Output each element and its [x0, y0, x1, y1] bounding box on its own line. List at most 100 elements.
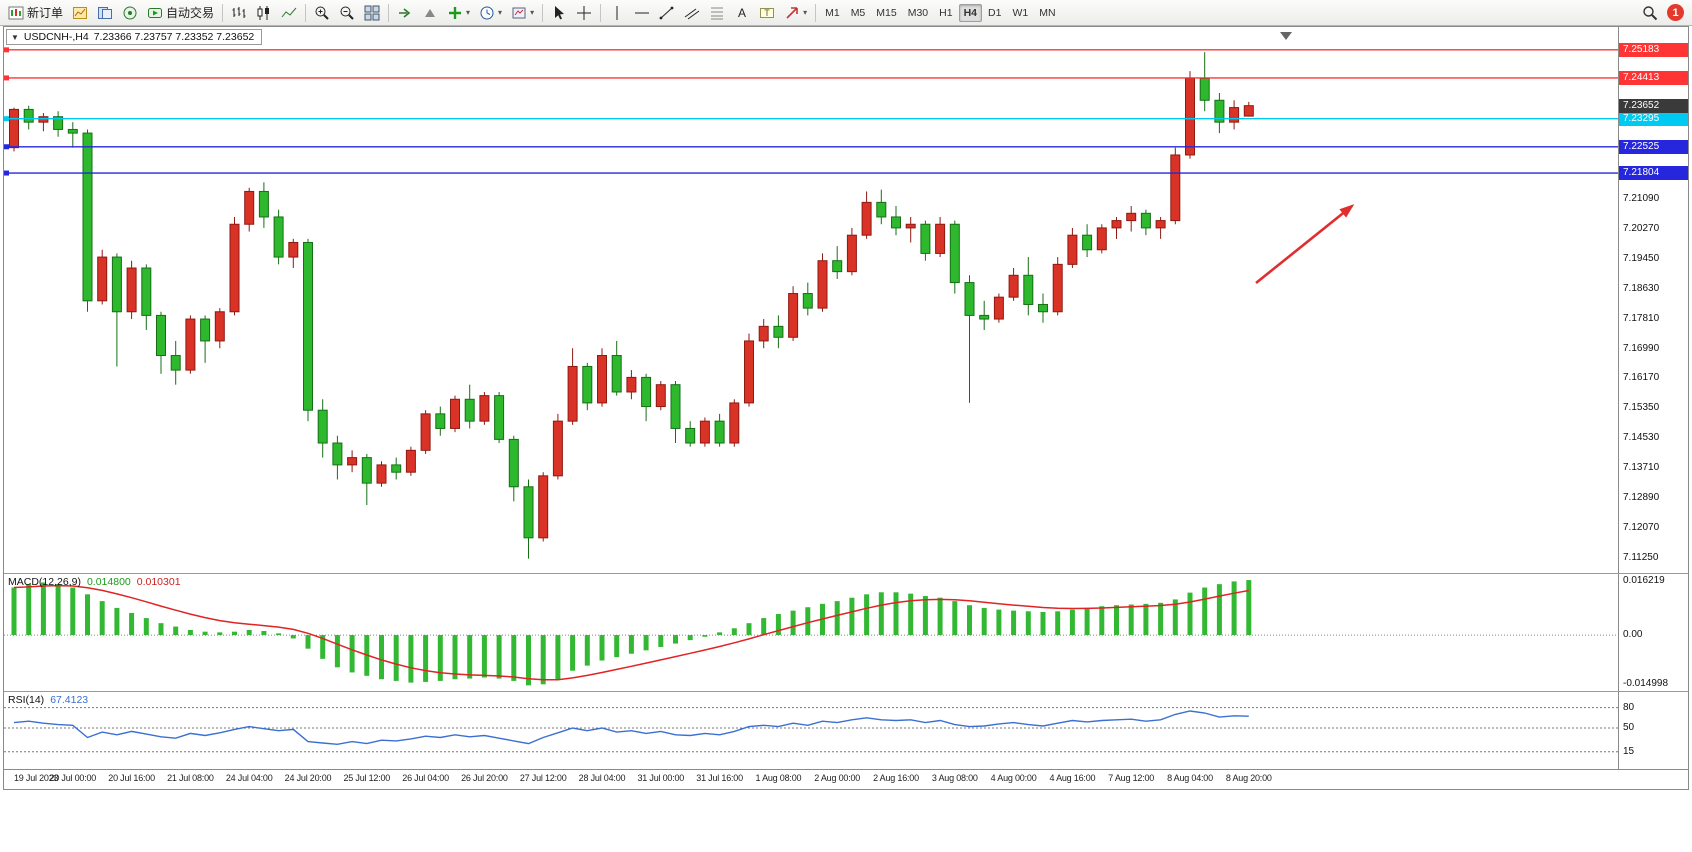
- toolbar-button-tile-windows[interactable]: [360, 3, 384, 23]
- price-axis[interactable]: 7.25183 7.24413 7.23295 7.22525 7.21804 7.210…: [1618, 27, 1688, 573]
- market-watch-icon: [122, 5, 138, 21]
- toolbar-button-fibonacci-retracement[interactable]: [705, 3, 729, 23]
- timeframe-M1[interactable]: M1: [825, 6, 840, 19]
- bar-chart-icon: [231, 5, 247, 21]
- macd-signal-line: [13, 584, 1249, 681]
- chart-area: 7.25183 7.24413 7.23295 7.22525 7.21804 7.210…: [3, 26, 1689, 790]
- toolbar-button-candlestick-chart[interactable]: [252, 3, 276, 23]
- price-tick-label: 7.16170: [1623, 372, 1660, 384]
- zoom-in-icon: [314, 5, 330, 21]
- toolbar-button-text-label[interactable]: T: [755, 3, 779, 23]
- rsi-label: RSI(14) 67.4123: [8, 694, 88, 706]
- toolbar-button-templates[interactable]: ▾: [507, 3, 538, 23]
- toolbar-button-profiles[interactable]: [93, 3, 117, 23]
- macd-axis-label: 0.016219: [1623, 575, 1665, 586]
- symbol-period-label: USDCNH-,H4: [23, 31, 89, 43]
- timeframe-W1[interactable]: W1: [1012, 6, 1029, 19]
- timeframe-MN[interactable]: MN: [1039, 6, 1056, 19]
- time-axis-label: 24 Jul 20:00: [284, 773, 332, 783]
- macd-pane[interactable]: 0.016219 0.00 -0.014998 MACD(12,26,9) 0.01…: [4, 573, 1688, 691]
- toolbar-button-equidistant-channel[interactable]: [680, 3, 704, 23]
- rsi-axis[interactable]: 80 50 15: [1618, 692, 1688, 769]
- chevron-down-icon[interactable]: ▾: [803, 8, 808, 17]
- toolbar-button-line-chart[interactable]: [277, 3, 301, 23]
- timeframe-D1[interactable]: D1: [988, 6, 1002, 19]
- time-axis-label: 25 Jul 12:00: [343, 773, 391, 783]
- toolbar-button-autotrading[interactable]: 自动交易: [143, 3, 218, 23]
- main-chart-pane[interactable]: 7.25183 7.24413 7.23295 7.22525 7.21804 7.210…: [4, 27, 1688, 573]
- search-button[interactable]: [1638, 3, 1662, 23]
- chevron-down-icon[interactable]: ▾: [466, 8, 471, 17]
- fibonacci-retracement-icon: [709, 5, 725, 21]
- time-axis-label: 31 Jul 00:00: [637, 773, 685, 783]
- toolbar-button-periods[interactable]: ▾: [475, 3, 506, 23]
- macd-axis-label: 0.00: [1623, 629, 1643, 641]
- price-tick-label: 7.18630: [1623, 282, 1660, 294]
- time-axis-label: 2 Aug 16:00: [873, 773, 919, 783]
- toolbar-button-zoom-out[interactable]: [335, 3, 359, 23]
- time-axis[interactable]: 19 Jul 2023 20 Jul 00:00 20 Jul 16:00 21 Ju…: [4, 769, 1688, 789]
- time-axis-label: 21 Jul 08:00: [167, 773, 214, 783]
- toolbar-button-chart-shift[interactable]: [418, 3, 442, 23]
- time-axis-label: 27 Jul 12:00: [519, 773, 567, 783]
- price-tick-label: 7.12070: [1623, 521, 1660, 533]
- text-label-icon: T: [759, 5, 775, 21]
- timeframe-M15[interactable]: M15: [876, 6, 897, 19]
- macd-signal-value: 0.010301: [136, 576, 181, 588]
- timeframe-H1[interactable]: H1: [939, 6, 953, 19]
- price-tick-label: 7.19450: [1623, 252, 1660, 264]
- notification-badge[interactable]: 1: [1667, 4, 1684, 21]
- macd-label: MACD(12,26,9) 0.014800 0.010301: [8, 576, 181, 588]
- arrow-objects-icon: [784, 5, 800, 21]
- time-axis-label: 19 Jul 2023: [14, 773, 59, 783]
- time-axis-label: 8 Aug 20:00: [1225, 773, 1272, 783]
- timeframe-M5[interactable]: M5: [850, 6, 866, 19]
- toolbar-separator: [600, 3, 602, 22]
- timeframe-H4[interactable]: H4: [958, 3, 983, 22]
- toolbar-button-zoom-in[interactable]: [310, 3, 334, 23]
- time-axis-label: 26 Jul 04:00: [402, 773, 449, 783]
- chevron-down-icon[interactable]: ▾: [530, 8, 535, 17]
- time-axis-label: 20 Jul 16:00: [108, 773, 155, 783]
- toolbar-button-arrow-objects[interactable]: ▾: [780, 3, 811, 23]
- rsi-level-label: 50: [1623, 722, 1635, 733]
- price-tick-label: 7.21090: [1623, 193, 1660, 205]
- chevron-down-icon[interactable]: ▾: [498, 8, 503, 17]
- toolbar-button-auto-scroll[interactable]: [393, 3, 417, 23]
- chart-shift-marker-icon[interactable]: [1280, 32, 1292, 40]
- toolbar-button-trendline[interactable]: [655, 3, 679, 23]
- templates-icon: [511, 5, 527, 21]
- toolbar-separator: [815, 3, 817, 22]
- symbol-info-box[interactable]: ▼ USDCNH-,H4 7.23366 7.23757 7.23352 7.2…: [6, 29, 263, 45]
- equidistant-channel-icon: [684, 5, 700, 21]
- macd-axis[interactable]: 0.016219 0.00 -0.014998: [1618, 574, 1688, 691]
- trend-arrow-annotation[interactable]: [1255, 204, 1353, 285]
- toolbar-separator: [222, 3, 224, 22]
- line-chart-icon: [281, 5, 297, 21]
- time-axis-label: 7 Aug 12:00: [1108, 773, 1155, 783]
- toolbar-button-text[interactable]: A: [730, 3, 754, 23]
- toolbar-button-bar-chart[interactable]: [227, 3, 251, 23]
- chart-shift-icon: [422, 5, 438, 21]
- cursor-icon: [551, 5, 567, 21]
- toolbar-button-cursor[interactable]: [547, 3, 571, 23]
- toolbar-button-vertical-line[interactable]: [605, 3, 629, 23]
- price-tick-label: 7.14530: [1623, 432, 1660, 444]
- trend-arrow-head[interactable]: [1339, 204, 1355, 218]
- rsi-pane[interactable]: 80 50 15 RSI(14) 67.4123: [4, 691, 1688, 769]
- rsi-value: 67.4123: [50, 694, 89, 706]
- price-level-anchor: [4, 116, 9, 122]
- collapse-triangle-icon[interactable]: ▼: [11, 32, 19, 42]
- toolbar-button-crosshair[interactable]: [572, 3, 596, 23]
- toolbar-button-new-order[interactable]: 新订单: [4, 3, 67, 23]
- timeframe-M30[interactable]: M30: [907, 6, 929, 19]
- toolbar-button-market-watch[interactable]: [118, 3, 142, 23]
- price-level-anchor: [4, 47, 9, 53]
- toolbar-button-indicators-list[interactable]: ▾: [443, 3, 474, 23]
- time-axis-label: 2 Aug 00:00: [814, 773, 861, 783]
- toolbar-button-horizontal-line[interactable]: [630, 3, 654, 23]
- periods-icon: [479, 5, 495, 21]
- toolbar-button-new-chart[interactable]: [68, 3, 92, 23]
- ohlc-values: 7.23366 7.23757 7.23352 7.23652: [93, 31, 255, 43]
